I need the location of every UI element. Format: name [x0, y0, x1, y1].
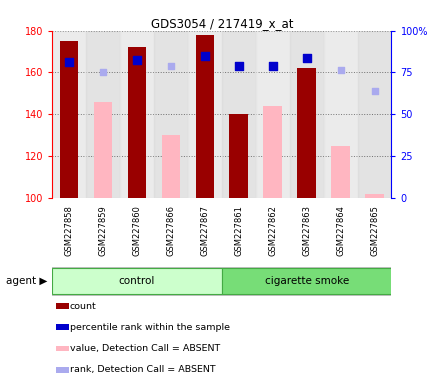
Bar [86, 31, 120, 198]
Point [133, 57, 140, 63]
Bar [56, 324, 69, 330]
Point [336, 67, 343, 73]
Bar [187, 31, 221, 198]
Text: cigarette smoke: cigarette smoke [264, 276, 348, 286]
Text: rank, Detection Call = ABSENT: rank, Detection Call = ABSENT [70, 365, 215, 374]
Bar [289, 31, 323, 198]
Bar [56, 303, 69, 309]
Bar [297, 68, 315, 198]
Point [269, 63, 276, 69]
Text: control: control [118, 276, 155, 286]
Bar [52, 267, 391, 296]
Point [201, 53, 208, 59]
Bar [60, 41, 78, 198]
Bar [154, 31, 187, 198]
Bar [128, 47, 146, 198]
Bar [94, 102, 112, 198]
Point [235, 63, 242, 69]
Bar [229, 114, 247, 198]
Point [302, 55, 309, 61]
Point [167, 63, 174, 69]
Bar [56, 346, 69, 351]
Bar [365, 194, 383, 198]
FancyBboxPatch shape [221, 268, 391, 294]
Bar [255, 31, 289, 198]
Title: GDS3054 / 217419_x_at: GDS3054 / 217419_x_at [150, 17, 293, 30]
FancyBboxPatch shape [52, 268, 221, 294]
Bar [357, 31, 391, 198]
Bar [323, 31, 357, 198]
Bar [263, 106, 281, 198]
Point [99, 70, 106, 76]
Text: value, Detection Call = ABSENT: value, Detection Call = ABSENT [70, 344, 220, 353]
Bar [52, 31, 86, 198]
Point [370, 88, 377, 94]
Text: count: count [70, 302, 96, 311]
Bar [120, 31, 154, 198]
Text: agent ▶: agent ▶ [7, 276, 48, 286]
Point [66, 59, 72, 65]
Bar [195, 35, 214, 198]
Bar [221, 31, 255, 198]
Bar [331, 146, 349, 198]
Bar [161, 135, 180, 198]
Bar [56, 367, 69, 372]
Text: percentile rank within the sample: percentile rank within the sample [70, 323, 229, 332]
Point [269, 63, 276, 69]
